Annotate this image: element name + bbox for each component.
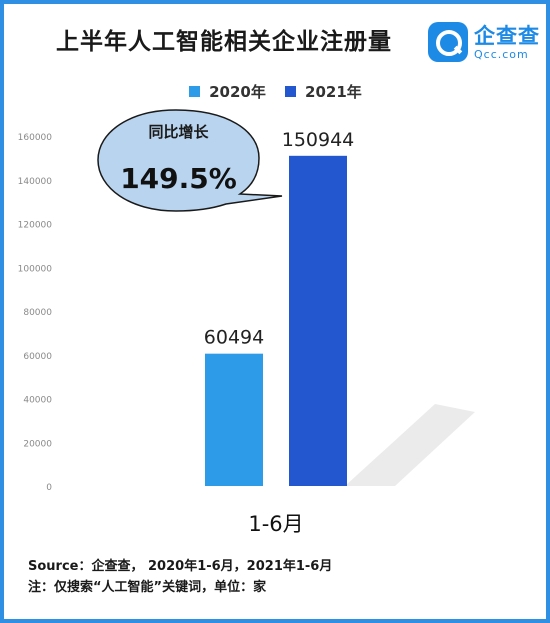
logo-name: 企查查 xyxy=(474,24,540,48)
unit-note: 注：仅搜索“人工智能”关键词，单位：家 xyxy=(28,580,267,595)
bar-2020年 xyxy=(205,353,263,486)
callout-label: 同比增长 xyxy=(148,123,209,141)
magnifier-icon xyxy=(428,22,468,62)
y-tick-label: 60000 xyxy=(23,352,52,362)
data-label: 150944 xyxy=(282,129,355,151)
y-tick-label: 140000 xyxy=(18,177,53,187)
source-note: Source：企查查， 2020年1-6月，2021年1-6月 xyxy=(28,559,333,574)
legend-item-2021: 2021年 xyxy=(284,81,362,102)
bar-shadow xyxy=(345,404,475,486)
callout-value: 149.5% xyxy=(120,162,237,195)
y-tick-label: 120000 xyxy=(18,221,53,231)
bar-2021年 xyxy=(289,155,347,486)
y-tick-label: 40000 xyxy=(23,396,52,406)
y-tick-label: 20000 xyxy=(23,439,52,449)
chart-legend: 2020年 2021年 xyxy=(189,81,376,101)
legend-swatch-2021 xyxy=(284,86,296,97)
y-tick-label: 160000 xyxy=(18,133,53,143)
qcc-logo: 企查查 Qcc.com xyxy=(428,20,548,68)
y-tick-label: 0 xyxy=(46,483,52,493)
growth-callout: 同比增长 149.5% xyxy=(96,108,286,214)
legend-label-2021: 2021年 xyxy=(305,83,362,101)
legend-label-2020: 2020年 xyxy=(209,83,266,101)
chart-footer: Source：企查查， 2020年1-6月，2021年1-6月 注：仅搜索“人工… xyxy=(28,556,332,598)
y-tick-label: 80000 xyxy=(23,308,52,318)
x-category-label: 1-6月 xyxy=(248,512,303,536)
y-tick-label: 100000 xyxy=(18,264,53,274)
data-label: 60494 xyxy=(204,327,264,349)
legend-item-2020: 2020年 xyxy=(189,81,266,102)
legend-swatch-2020 xyxy=(189,86,200,97)
logo-domain: Qcc.com xyxy=(474,48,529,61)
chart-title: 上半年人工智能相关企业注册量 xyxy=(56,29,392,55)
